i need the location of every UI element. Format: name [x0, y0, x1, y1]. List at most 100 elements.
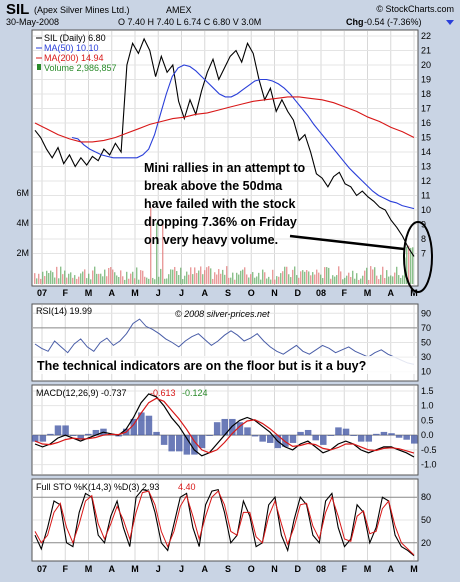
macd-hist-bar-28: [244, 427, 251, 436]
volume-bar-5: [44, 276, 46, 284]
volume-bar-172: [378, 279, 380, 284]
volume-bar-131: [296, 275, 298, 284]
macd-hist-bar-41: [342, 428, 350, 436]
volume-bar-96: [226, 266, 228, 284]
month-label-top-11: D: [295, 288, 302, 298]
macd-hist-bar-37: [312, 435, 319, 441]
volume-bar-36: [106, 276, 108, 284]
volume-bar-134: [302, 270, 304, 284]
macd-hist-bar-4: [62, 425, 69, 436]
volume-bar-183: [400, 277, 402, 284]
volume-bar-21: [76, 278, 78, 284]
volume-bar-41: [116, 275, 118, 284]
volume-bar-137: [308, 271, 310, 284]
volume-bar-102: [238, 274, 240, 284]
volume-bar-1: [36, 278, 38, 284]
rsi-tick-10: 10: [421, 367, 431, 377]
price-tick-15: 15: [421, 133, 431, 143]
sto-legend-d: 4.40: [178, 482, 196, 492]
rsi-tick-70: 70: [421, 323, 431, 333]
macd-legend: MACD(12,26,9) -0.737 -0.613 -0.124: [36, 388, 208, 398]
macd-hist-bar-23: [206, 435, 213, 436]
month-label-top-13: F: [342, 288, 348, 298]
month-label-bottom-12: 08: [316, 564, 326, 574]
annotation-line-2: break above the 50dma: [144, 179, 283, 193]
volume-bar-71: [176, 271, 178, 284]
volume-bar-135: [304, 271, 306, 284]
dropdown-arrow-icon[interactable]: [446, 20, 454, 25]
macd-tick-0: -1.0: [421, 460, 437, 470]
volume-bar-188: [410, 247, 412, 284]
volume-bar-49: [132, 271, 134, 284]
volume-bar-187: [408, 245, 410, 284]
price-tick-12: 12: [421, 176, 431, 186]
macd-hist-bar-16: [153, 431, 160, 436]
macd-hist-bar-43: [357, 435, 365, 442]
volume-bar-88: [210, 268, 212, 284]
month-label-bottom-8: S: [225, 564, 231, 574]
month-label-bottom-1: F: [63, 564, 69, 574]
volume-bar-12: [58, 278, 60, 284]
volume-bar-48: [130, 273, 132, 284]
volume-bar-138: [310, 275, 312, 284]
volume-bar-105: [244, 267, 246, 284]
month-label-bottom-6: J: [179, 564, 184, 574]
volume-bar-111: [256, 276, 258, 284]
volume-bar-94: [222, 269, 224, 284]
volume-bar-142: [318, 272, 320, 284]
sto-d-line: [34, 490, 415, 556]
macd-tick-3: 0.5: [421, 415, 434, 425]
macd-hist-bar-44: [365, 435, 373, 442]
annotation-ellipse: [403, 221, 433, 293]
volume-bar-35: [104, 269, 106, 284]
macd-line: [34, 393, 415, 458]
month-label-top-8: S: [225, 288, 231, 298]
price-tick-11: 11: [421, 191, 430, 201]
volume-bar-132: [298, 277, 300, 284]
volume-bar-146: [326, 267, 328, 284]
volume-bar-159: [352, 270, 354, 284]
volume-bar-47: [128, 278, 130, 284]
macd-hist-bar-39: [327, 435, 335, 436]
volume-bar-168: [370, 266, 372, 284]
macd-hist-bar-1: [39, 435, 47, 442]
volume-bar-182: [398, 275, 400, 284]
volume-bar-163: [360, 278, 362, 284]
volume-bar-74: [182, 279, 184, 284]
volume-bar-95: [224, 274, 226, 284]
month-label-bottom-16: M: [410, 564, 418, 574]
volume-bar-29: [92, 270, 94, 284]
price-tick-17: 17: [421, 104, 431, 114]
month-label-bottom-11: D: [295, 564, 302, 574]
volume-bar-59: [152, 277, 154, 284]
volume-bar-98: [230, 277, 232, 284]
month-label-bottom-13: F: [342, 564, 348, 574]
volume-bar-51: [136, 267, 138, 284]
volume-bar-16: [66, 277, 68, 284]
volume-bar-140: [314, 274, 316, 284]
macd-hist-bar-42: [350, 435, 357, 436]
macd-hist-bar-31: [266, 435, 274, 443]
volume-bar-166: [366, 267, 368, 284]
volume-bar-90: [214, 272, 216, 284]
volume-bar-107: [248, 277, 250, 284]
month-label-bottom-0: 07: [37, 564, 47, 574]
volume-bars: [34, 207, 414, 284]
volume-bar-82: [198, 270, 200, 284]
volume-bar-92: [218, 269, 220, 284]
month-label-top-2: M: [85, 288, 93, 298]
macd-hist-bar-34: [289, 435, 297, 443]
volume-bar-14: [62, 274, 64, 284]
volume-bar-40: [114, 272, 116, 284]
volume-bar-67: [168, 274, 170, 284]
volume-bar-60: [154, 279, 156, 284]
volume-bar-81: [196, 273, 198, 284]
macd-hist-bar-5: [69, 435, 77, 436]
volume-bar-99: [232, 272, 234, 284]
macd-hist-bar-24: [213, 422, 221, 436]
volume-bar-136: [306, 270, 308, 284]
volume-bar-7: [48, 273, 50, 284]
rsi-line: [34, 318, 415, 365]
macd-hist-bar-0: [32, 435, 39, 442]
